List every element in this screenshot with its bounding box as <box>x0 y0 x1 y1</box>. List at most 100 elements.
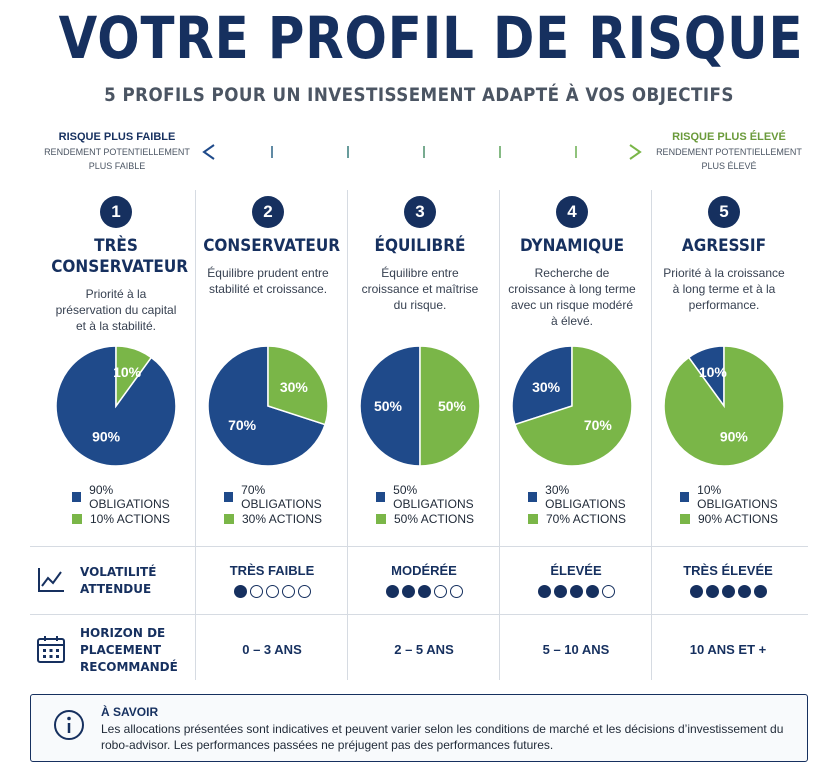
profile-description: Priorité à la croissance à long terme et… <box>663 266 785 312</box>
volatility-dot <box>281 585 295 598</box>
pie-label-bonds: 30% <box>532 379 561 395</box>
allocation-pie: 70% 30% <box>511 345 633 467</box>
volatility-dot <box>249 585 263 598</box>
profile-name: TRÈS CONSERVATEUR <box>51 236 189 277</box>
pie-slice-bonds <box>511 345 573 426</box>
volatility-dot <box>401 585 415 598</box>
volatility-dots <box>348 585 500 598</box>
volatility-label: VOLATILITÉ ATTENDUE <box>80 565 157 596</box>
allocation-legend: 70% OBLIGATIONS 30% ACTIONS <box>224 483 340 530</box>
legend-bonds: 10% OBLIGATIONS <box>680 483 796 511</box>
volatility-dot <box>265 585 279 598</box>
horizon-value: 5 – 10 ANS <box>542 642 610 657</box>
pie-label-bonds: 90% <box>92 428 121 444</box>
profile-number: 1 <box>100 196 132 228</box>
allocation-legend: 50% OBLIGATIONS 50% ACTIONS <box>376 483 492 530</box>
pie-slice-bonds <box>207 345 327 467</box>
volatility-dot <box>233 585 247 598</box>
info-box: À SAVOIR Les allocations présentées sont… <box>30 694 808 762</box>
scale-low-risk: RISQUE PLUS FAIBLE RENDEMENT POTENTIELLE… <box>22 131 212 173</box>
volatility-dots <box>500 585 652 598</box>
profile-name: AGRESSIF <box>681 236 767 256</box>
profile-description: Équilibre prudent entre stabilité et cro… <box>207 266 329 296</box>
scale-low-sub1: RENDEMENT POTENTIELLEMENT <box>44 147 190 157</box>
volatility-dots <box>652 585 804 598</box>
legend-stocks: 30% ACTIONS <box>224 508 340 530</box>
volatility-dot <box>753 585 767 598</box>
bonds-swatch <box>224 492 234 502</box>
volatility-cell: MODÉRÉE <box>348 563 500 598</box>
scale-high-sub1: RENDEMENT POTENTIELLEMENT <box>656 147 802 157</box>
profile-number: 5 <box>708 196 740 228</box>
volatility-dot <box>537 585 551 598</box>
bonds-swatch <box>72 492 82 502</box>
legend-bonds: 30% OBLIGATIONS <box>528 483 644 511</box>
pie-slice-stocks <box>513 345 633 467</box>
page-title: VOTRE PROFIL DE RISQUE <box>58 4 804 72</box>
allocation-pie: 90% 10% <box>663 345 785 467</box>
horizon-value: 0 – 3 ANS <box>242 642 302 657</box>
scale-high-title: RISQUE PLUS ÉLEVÉ <box>672 131 786 143</box>
volatility-dot <box>553 585 567 598</box>
volatility-value: TRÈS FAIBLE <box>229 563 315 578</box>
profile-number: 4 <box>556 196 588 228</box>
column-divider <box>195 190 196 680</box>
pie-slice-stocks <box>115 345 153 409</box>
volatility-dot <box>449 585 463 598</box>
column-divider <box>651 190 652 680</box>
stocks-swatch <box>528 514 538 524</box>
legend-bonds: 50% OBLIGATIONS <box>376 483 492 511</box>
column-divider <box>347 190 348 680</box>
scale-low-title: RISQUE PLUS FAIBLE <box>58 131 176 143</box>
risk-scale-arrow <box>202 144 642 160</box>
horizon-value: 2 – 5 ANS <box>394 642 454 657</box>
bonds-swatch <box>376 492 386 502</box>
pie-label-stocks: 50% <box>438 398 467 414</box>
profile-column: 1 TRÈS CONSERVATEUR Priorité à la préser… <box>44 190 188 540</box>
volatility-dot <box>689 585 703 598</box>
profile-column: 5 AGRESSIF Priorité à la croissance à lo… <box>652 190 796 540</box>
stocks-swatch <box>680 514 690 524</box>
page-subtitle: 5 PROFILS POUR UN INVESTISSEMENT ADAPTÉ … <box>104 84 734 106</box>
volatility-cell: TRÈS ÉLEVÉE <box>652 563 804 598</box>
allocation-pie: 30% 70% <box>207 345 329 467</box>
horizon-value: 10 ANS ET + <box>689 642 767 657</box>
line-chart-icon <box>38 568 64 592</box>
profile-column: 3 ÉQUILIBRÉ Équilibre entre croissance e… <box>348 190 492 540</box>
volatility-dot <box>601 585 615 598</box>
pie-slice-stocks <box>419 345 481 467</box>
row-divider <box>30 614 808 615</box>
column-divider <box>499 190 500 680</box>
info-icon <box>54 710 84 740</box>
volatility-value: MODÉRÉE <box>391 563 457 578</box>
pie-slice-stocks <box>663 345 785 467</box>
allocation-legend: 30% OBLIGATIONS 70% ACTIONS <box>528 483 644 530</box>
volatility-dot <box>569 585 583 598</box>
volatility-value: TRÈS ÉLEVÉE <box>683 563 773 578</box>
volatility-dot <box>385 585 399 598</box>
legend-bonds: 90% OBLIGATIONS <box>72 483 188 511</box>
legend-bonds: 70% OBLIGATIONS <box>224 483 340 511</box>
stocks-swatch <box>72 514 82 524</box>
legend-stocks: 10% ACTIONS <box>72 508 188 530</box>
allocation-legend: 90% OBLIGATIONS 10% ACTIONS <box>72 483 188 530</box>
volatility-dots <box>196 585 348 598</box>
pie-label-bonds: 50% <box>374 398 403 414</box>
pie-label-bonds: 70% <box>228 417 257 433</box>
profile-description: Recherche de croissance à long terme ave… <box>508 266 636 328</box>
volatility-dot <box>737 585 751 598</box>
profile-number: 2 <box>252 196 284 228</box>
volatility-cell: TRÈS FAIBLE <box>196 563 348 598</box>
scale-high-risk: RISQUE PLUS ÉLEVÉ RENDEMENT POTENTIELLEM… <box>640 131 818 173</box>
volatility-dot <box>585 585 599 598</box>
profile-name: ÉQUILIBRÉ <box>374 236 466 256</box>
calendar-icon <box>37 636 65 663</box>
profile-column: 4 DYNAMIQUE Recherche de croissance à lo… <box>500 190 644 540</box>
bonds-swatch <box>528 492 538 502</box>
info-title: À SAVOIR <box>101 705 159 719</box>
volatility-value: ÉLEVÉE <box>550 563 602 578</box>
profile-column: 2 CONSERVATEUR Équilibre prudent entre s… <box>196 190 340 540</box>
pie-slice-bonds <box>359 345 421 467</box>
allocation-pie: 50% 50% <box>359 345 481 467</box>
info-text: Les allocations présentées sont indicati… <box>101 722 784 752</box>
